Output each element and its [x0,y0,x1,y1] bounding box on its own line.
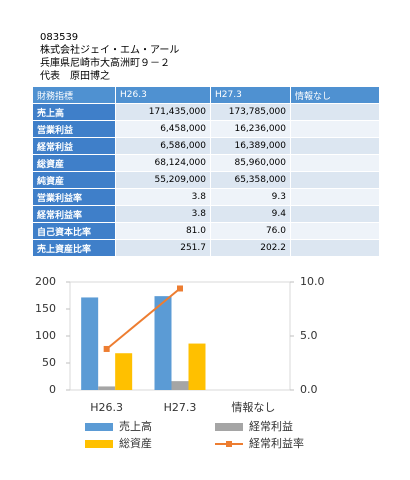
label-cell: 営業利益 [32,120,116,138]
table-row: 売上資産比率 251.7 202.2 [32,239,380,257]
label-cell: 売上資産比率 [32,239,116,257]
value-cell: 85,960,000 [210,154,291,172]
legend-marker [226,441,232,447]
legend-swatch [85,423,113,431]
value-cell: 3.8 [115,188,211,206]
line-marker [177,285,183,292]
value-cell: 251.7 [115,239,211,257]
header-line: 083539 [40,32,79,43]
value-cell: 9.3 [210,188,291,206]
finance-table: 財務指標 H26.3 H27.3 情報なし 売上高 171,435,000 173,785,… [32,86,380,257]
bar [115,353,133,390]
legend-label: 総資産 [119,436,152,450]
y-tick-label: 50 [42,356,56,369]
value-cell: 16,389,000 [210,137,291,155]
label-cell: 営業利益率 [32,188,116,206]
header-line: 株式会社ジェイ・エム・アール [40,45,180,56]
value-cell: 9.4 [210,205,291,223]
x-tick-label: H26.3 [90,401,123,414]
empty-cell [290,205,380,223]
value-cell: 202.2 [210,239,291,257]
y-tick-label: 0 [49,383,56,396]
value-cell: 173,785,000 [210,103,291,121]
header-cell: 財務指標 [32,86,116,104]
bar [154,296,172,390]
bar [188,343,206,390]
x-tick-label: 情報なし [231,401,275,414]
table-row: 純資産 55,209,000 65,358,000 [32,171,380,189]
value-cell: 76.0 [210,222,291,240]
y2-tick-label: 5.0 [300,329,318,342]
y-tick-label: 100 [35,329,56,342]
table-row: 経常利益率 3.8 9.4 [32,205,380,223]
empty-cell [290,239,380,257]
y-tick-label: 200 [35,275,56,288]
table-row: 営業利益 6,458,000 16,236,000 [32,120,380,138]
plot-area [69,281,291,391]
line-marker [103,345,110,352]
value-cell: 16,236,000 [210,120,291,138]
value-cell: 3.8 [115,205,211,223]
legend-label: 経常利益 [249,419,293,433]
label-cell: 売上高 [32,103,116,121]
bar [98,386,116,390]
y2-tick-label: 10.0 [300,275,325,288]
empty-cell [290,137,380,155]
bar [81,297,99,390]
legend-swatch [85,440,113,448]
header-line: 兵庫県尼崎市大高洲町９－２ [40,58,170,69]
value-cell: 81.0 [115,222,211,240]
header-line: 代表 原田博之 [40,71,110,82]
x-tick-label: H27.3 [164,401,197,414]
y-tick-label: 150 [35,302,56,315]
empty-cell [290,171,380,189]
header-cell: 情報なし [290,86,380,104]
value-cell: 55,209,000 [115,171,211,189]
label-cell: 純資産 [32,171,116,189]
legend-label: 売上高 [119,419,152,433]
bar [171,381,189,390]
company-header: 083539 株式会社ジェイ・エム・アール 兵庫県尼崎市大高洲町９－２ 代表 原田博之 [40,31,179,83]
empty-cell [290,120,380,138]
value-cell: 6,458,000 [115,120,211,138]
table-row: 総資産 68,124,000 85,960,000 [32,154,380,172]
line [106,287,181,350]
table-row: 経常利益 6,586,000 16,389,000 [32,137,380,155]
table-row: 営業利益率 3.8 9.3 [32,188,380,206]
header-cell: H26.3 [115,86,211,104]
y2-tick-label: 0.0 [300,383,318,396]
legend-swatch [215,423,243,431]
legend-label: 経常利益率 [249,436,304,450]
